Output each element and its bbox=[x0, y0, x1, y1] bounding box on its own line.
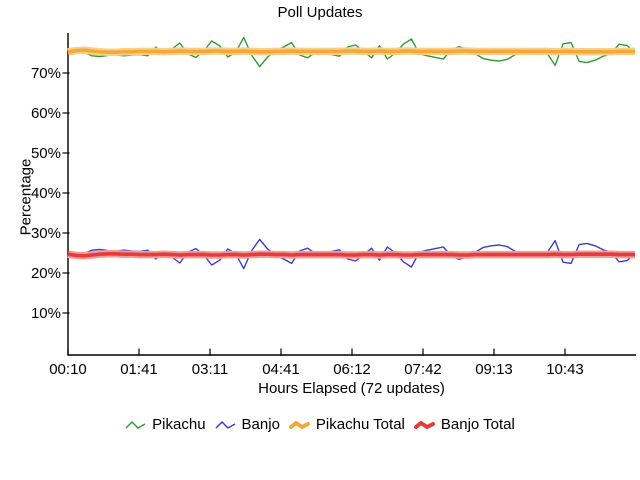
pikachu-line-swatch-icon bbox=[125, 420, 146, 429]
chart-title: Poll Updates bbox=[277, 4, 363, 21]
legend-item-banjo: Banjo bbox=[215, 416, 280, 433]
series-banjo-total bbox=[67, 252, 635, 258]
y-tick-label: 60% bbox=[31, 105, 61, 122]
banjo-line-swatch-icon bbox=[215, 420, 235, 429]
pikachu-total-line-swatch-icon bbox=[288, 420, 310, 429]
y-tick-label: 40% bbox=[31, 185, 61, 202]
x-tick-label: 01:41 bbox=[120, 361, 158, 378]
legend-label-banjo: Banjo bbox=[241, 416, 280, 433]
x-tick-label: 00:10 bbox=[49, 361, 87, 378]
x-axis-label: Hours Elapsed (72 updates) bbox=[258, 380, 445, 397]
x-tick-label: 04:41 bbox=[262, 361, 300, 378]
y-tick-label: 70% bbox=[31, 65, 61, 82]
legend-label-banjo-total: Banjo Total bbox=[440, 416, 515, 433]
banjo-total-line-swatch-icon bbox=[413, 420, 435, 429]
x-tick-label: 03:11 bbox=[192, 361, 228, 378]
x-tick-label: 09:13 bbox=[475, 361, 513, 378]
x-tick-label: 10:43 bbox=[546, 361, 584, 378]
x-tick-label: 07:42 bbox=[404, 361, 442, 378]
x-tick-label: 06:12 bbox=[333, 361, 371, 378]
y-axis-label: Percentage bbox=[17, 158, 35, 236]
y-tick-label: 30% bbox=[31, 225, 61, 242]
legend-item-pikachu-total: Pikachu Total bbox=[288, 416, 405, 433]
y-tick-label: 20% bbox=[31, 265, 61, 282]
y-tick-label: 50% bbox=[31, 145, 61, 162]
axis-lines bbox=[67, 33, 636, 356]
legend-item-banjo-total: Banjo Total bbox=[413, 416, 515, 433]
series-pikachu-total bbox=[67, 48, 635, 55]
legend-item-pikachu: Pikachu bbox=[125, 416, 206, 433]
legend-label-pikachu-total: Pikachu Total bbox=[315, 416, 405, 433]
y-tick-label: 10% bbox=[31, 305, 61, 322]
legend: Pikachu Banjo Pikachu Total Banjo Total bbox=[0, 416, 640, 433]
legend-label-pikachu: Pikachu bbox=[152, 416, 206, 433]
